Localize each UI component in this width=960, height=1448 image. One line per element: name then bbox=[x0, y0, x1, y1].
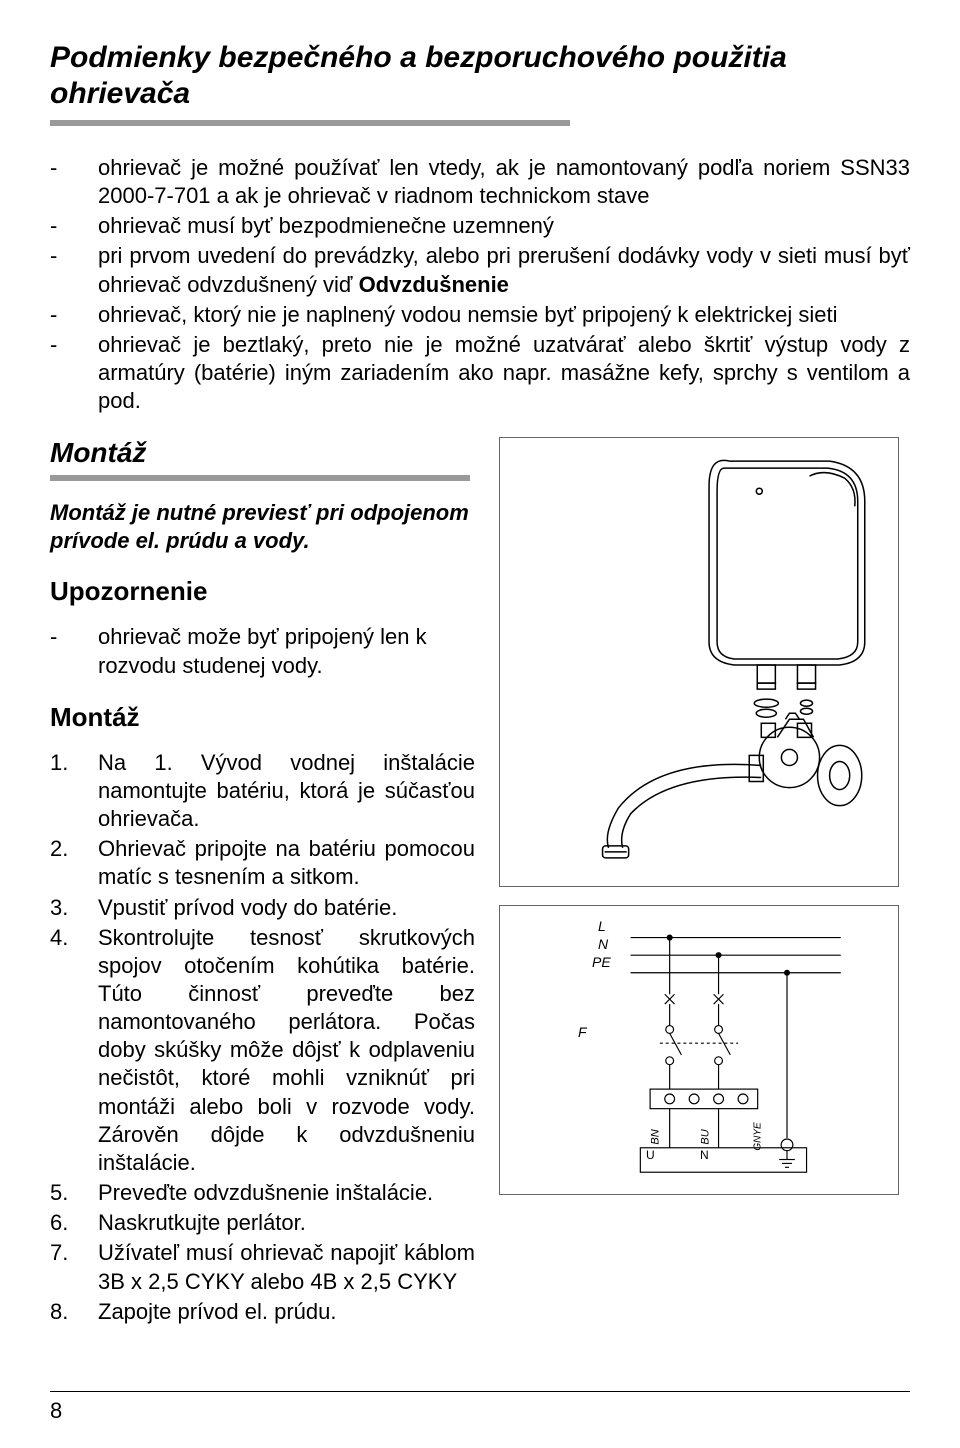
list-item: -ohrievač može byť pripojený len k rozvo… bbox=[50, 623, 475, 679]
step-text: Preveďte odvzdušnenie inštalácie. bbox=[98, 1179, 475, 1207]
section-heading-montage: Montáž bbox=[50, 437, 475, 469]
page-title: Podmienky bezpečného a bezporuchového po… bbox=[50, 40, 910, 112]
list-item: 6.Naskrutkujte perlátor. bbox=[50, 1209, 475, 1237]
label-BU: BU bbox=[700, 1130, 712, 1145]
list-item: -ohrievač musí byť bezpodmienečne uzemne… bbox=[50, 212, 910, 240]
step-number: 4. bbox=[50, 924, 98, 1177]
step-text: Na 1. Vývod vodnej inštalácie namontujte… bbox=[98, 749, 475, 833]
label-F: F bbox=[578, 1024, 587, 1040]
list-item: 2.Ohrievač pripojte na batériu pomocou m… bbox=[50, 835, 475, 891]
page-number: 8 bbox=[50, 1398, 62, 1424]
list-text: ohrievač može byť pripojený len k rozvod… bbox=[98, 623, 475, 679]
step-number: 5. bbox=[50, 1179, 98, 1207]
wiring-diagram: L N PE F U N BN BU GNYE bbox=[499, 905, 899, 1195]
list-item: 5.Preveďte odvzdušnenie inštalácie. bbox=[50, 1179, 475, 1207]
label-L: L bbox=[598, 918, 606, 934]
section-underline bbox=[50, 475, 470, 481]
list-item: -ohrievač je beztlaký, preto nie je možn… bbox=[50, 331, 910, 415]
list-item: 8.Zapojte prívod el. prúdu. bbox=[50, 1298, 475, 1326]
list-text: ohrievač je beztlaký, preto nie je možné… bbox=[98, 331, 910, 415]
step-number: 6. bbox=[50, 1209, 98, 1237]
step-number: 8. bbox=[50, 1298, 98, 1326]
step-text: Ohrievač pripojte na batériu pomocou mat… bbox=[98, 835, 475, 891]
list-text: ohrievač, ktorý nie je naplnený vodou ne… bbox=[98, 301, 910, 329]
dash-icon: - bbox=[50, 623, 98, 679]
step-text: Naskrutkujte perlátor. bbox=[98, 1209, 475, 1237]
step-text: Vpustiť prívod vody do batérie. bbox=[98, 894, 475, 922]
section-heading-warning: Upozornenie bbox=[50, 576, 475, 607]
montage-note: Montáž je nutné previesť pri odpojenom p… bbox=[50, 499, 475, 554]
section-heading-montage2: Montáž bbox=[50, 702, 475, 733]
list-item: -ohrievač je možné používať len vtedy, a… bbox=[50, 154, 910, 210]
list-item: -pri prvom uvedení do prevádzky, alebo p… bbox=[50, 242, 910, 298]
step-number: 1. bbox=[50, 749, 98, 833]
label-GNYE: GNYE bbox=[753, 1123, 764, 1151]
label-U: U bbox=[646, 1148, 655, 1162]
label-PE: PE bbox=[592, 954, 611, 970]
footer-line bbox=[50, 1391, 910, 1392]
list-item: 3.Vpustiť prívod vody do batérie. bbox=[50, 894, 475, 922]
step-text: Užívateľ musí ohrievač napojiť káblom 3B… bbox=[98, 1239, 475, 1295]
dash-icon: - bbox=[50, 301, 98, 329]
list-item: 4.Skontrolujte tesnosť skrutkových spojo… bbox=[50, 924, 475, 1177]
label-Nb: N bbox=[700, 1148, 709, 1162]
step-text: Zapojte prívod el. prúdu. bbox=[98, 1298, 475, 1326]
title-underline bbox=[50, 120, 570, 126]
list-text: ohrievač musí byť bezpodmienečne uzemnen… bbox=[98, 212, 910, 240]
step-number: 7. bbox=[50, 1239, 98, 1295]
label-BN: BN bbox=[650, 1130, 662, 1145]
warning-list: -ohrievač može byť pripojený len k rozvo… bbox=[50, 623, 475, 679]
dash-icon: - bbox=[50, 242, 98, 298]
label-N: N bbox=[598, 936, 608, 952]
heater-diagram bbox=[499, 437, 899, 887]
dash-icon: - bbox=[50, 331, 98, 415]
dash-icon: - bbox=[50, 154, 98, 210]
list-text: ohrievač je možné používať len vtedy, ak… bbox=[98, 154, 910, 210]
dash-icon: - bbox=[50, 212, 98, 240]
list-item: -ohrievač, ktorý nie je naplnený vodou n… bbox=[50, 301, 910, 329]
step-number: 3. bbox=[50, 894, 98, 922]
step-number: 2. bbox=[50, 835, 98, 891]
list-item: 7.Užívateľ musí ohrievač napojiť káblom … bbox=[50, 1239, 475, 1295]
step-text: Skontrolujte tesnosť skrutkových spojov … bbox=[98, 924, 475, 1177]
steps-list: 1.Na 1. Vývod vodnej inštalácie namontuj… bbox=[50, 749, 475, 1326]
heater-svg bbox=[508, 446, 890, 878]
conditions-list: -ohrievač je možné používať len vtedy, a… bbox=[50, 154, 910, 415]
list-item: 1.Na 1. Vývod vodnej inštalácie namontuj… bbox=[50, 749, 475, 833]
list-text: pri prvom uvedení do prevádzky, alebo pr… bbox=[98, 242, 910, 298]
